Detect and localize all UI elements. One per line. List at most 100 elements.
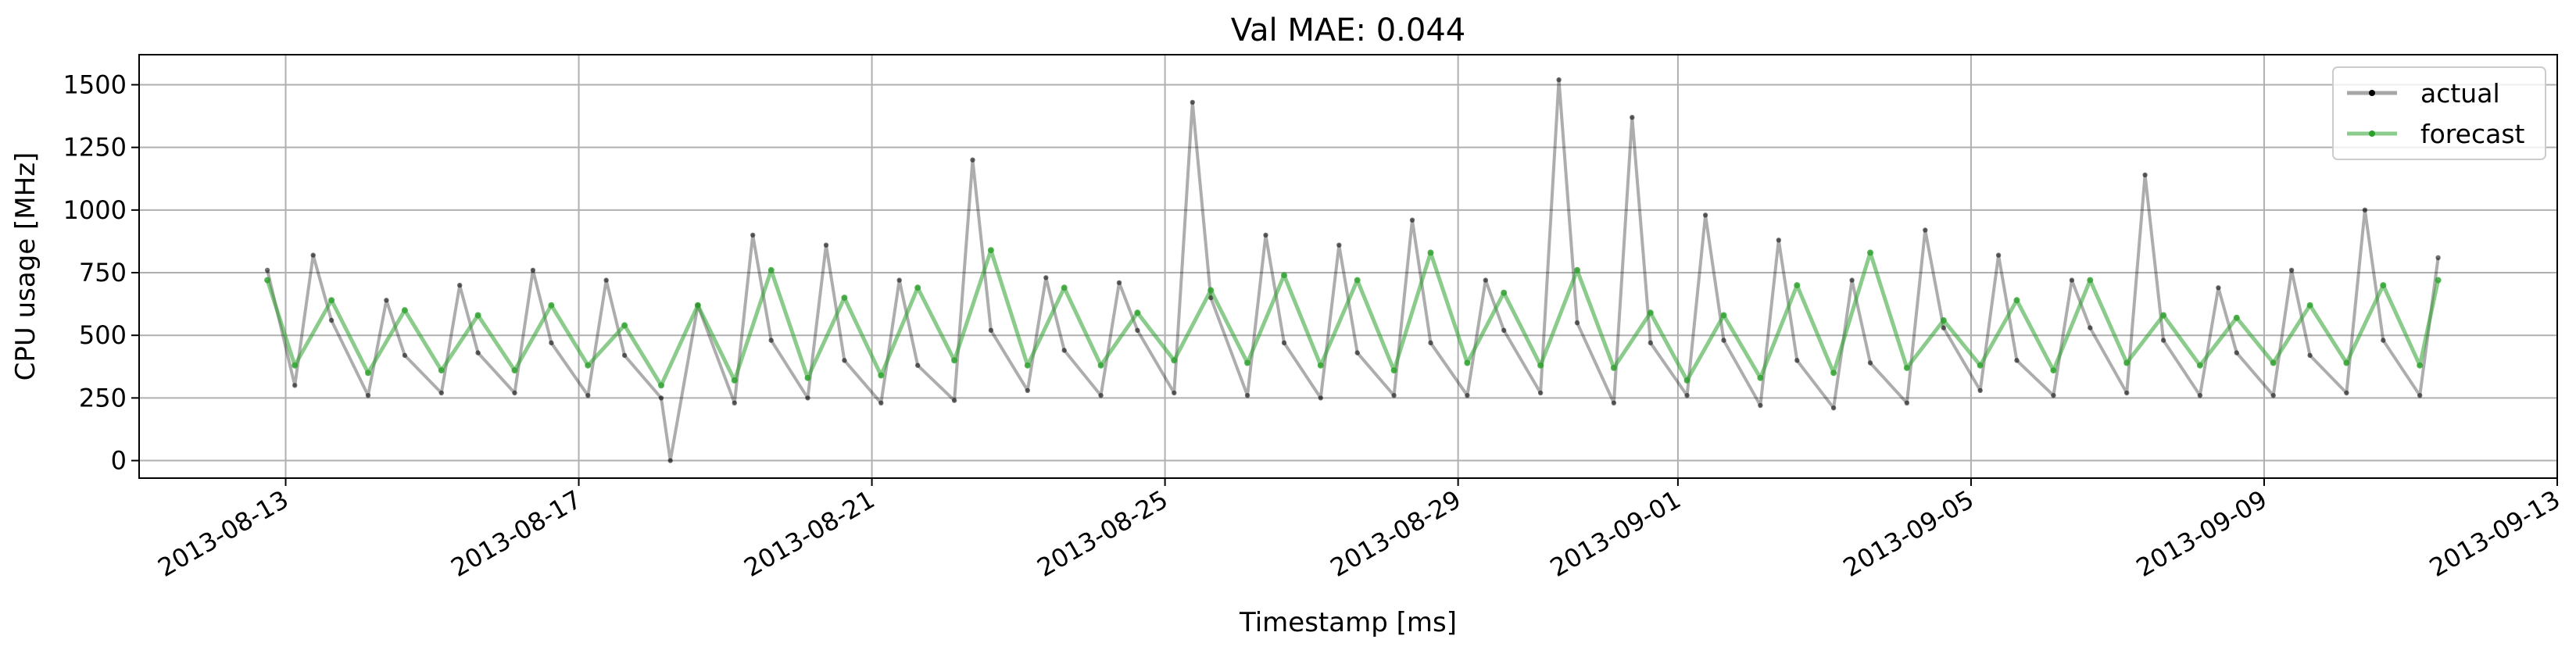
- data-point-forecast: [1867, 249, 1873, 256]
- data-point-actual: [1574, 320, 1580, 326]
- grid-lines: [139, 55, 2558, 478]
- data-point-actual: [896, 277, 902, 283]
- data-point-forecast: [401, 307, 408, 314]
- x-tick-label: 2013-08-29: [1326, 484, 1466, 583]
- data-point-actual: [732, 400, 737, 405]
- legend: actual forecast: [2332, 66, 2546, 160]
- data-point-actual: [1794, 358, 1800, 363]
- data-point-actual: [402, 352, 408, 359]
- x-tick-label: 2013-09-13: [2424, 484, 2565, 583]
- legend-marker-actual: [2369, 90, 2375, 96]
- data-point-forecast: [2013, 297, 2020, 304]
- data-point-actual: [1648, 340, 1653, 345]
- x-tick-label: 2013-09-09: [2131, 484, 2272, 583]
- data-point-forecast: [2123, 359, 2131, 366]
- data-point-actual: [2142, 172, 2148, 178]
- data-point-forecast: [731, 377, 738, 384]
- data-point-actual: [1244, 393, 1250, 398]
- data-point-forecast: [1610, 364, 1617, 371]
- data-point-actual: [768, 338, 774, 343]
- data-point-actual: [1483, 277, 1489, 283]
- data-point-actual: [2160, 338, 2166, 343]
- data-point-actual: [292, 383, 298, 388]
- data-point-forecast: [694, 302, 701, 309]
- data-point-forecast: [292, 362, 299, 369]
- y-axis-label: CPU usage [MHz]: [10, 152, 41, 381]
- data-point-actual: [805, 395, 810, 401]
- data-point-actual: [328, 317, 335, 323]
- data-point-actual: [2435, 255, 2441, 260]
- data-point-actual: [2362, 207, 2368, 212]
- data-point-actual: [1702, 212, 1708, 218]
- data-point-actual: [264, 267, 270, 273]
- data-point-forecast: [2306, 302, 2313, 309]
- data-point-actual: [1721, 338, 1726, 343]
- data-point-actual: [1501, 327, 1507, 333]
- data-point-forecast: [987, 247, 994, 254]
- x-tick-label: 2013-08-25: [1032, 484, 1173, 583]
- y-tick-label: 500: [79, 320, 127, 350]
- series-layer: [264, 77, 2442, 463]
- y-tick-label: 1250: [63, 133, 127, 162]
- series-actual: [264, 77, 2441, 463]
- data-point-actual: [549, 340, 554, 345]
- data-point-actual: [1904, 400, 1910, 405]
- data-point-actual: [2197, 393, 2203, 398]
- data-point-actual: [2124, 390, 2130, 396]
- data-point-actual: [1776, 238, 1781, 243]
- data-point-forecast: [1977, 362, 1984, 369]
- data-point-actual: [1354, 350, 1360, 355]
- data-point-forecast: [1061, 284, 1068, 291]
- data-point-forecast: [2196, 362, 2203, 369]
- data-point-forecast: [1097, 362, 1104, 369]
- data-point-forecast: [1244, 359, 1251, 366]
- data-point-forecast: [365, 370, 371, 377]
- data-point-forecast: [1647, 309, 1654, 316]
- data-point-actual: [2270, 393, 2276, 398]
- data-point-actual: [2216, 285, 2221, 291]
- data-point-actual: [1537, 390, 1544, 396]
- data-point-forecast: [1464, 359, 1471, 366]
- data-point-actual: [2381, 338, 2386, 343]
- data-point-actual: [1281, 340, 1287, 345]
- legend-label-actual: actual: [2420, 78, 2500, 109]
- data-point-forecast: [585, 362, 592, 369]
- data-point-actual: [1043, 275, 1049, 280]
- data-point-actual: [750, 232, 756, 238]
- data-point-actual: [1116, 280, 1122, 285]
- data-point-actual: [475, 350, 481, 355]
- data-point-forecast: [2160, 312, 2167, 319]
- data-point-actual: [1630, 115, 1635, 120]
- data-point-actual: [2288, 267, 2295, 273]
- data-point-forecast: [1940, 317, 1947, 323]
- data-point-forecast: [767, 266, 775, 273]
- data-point-actual: [2088, 325, 2093, 330]
- data-point-actual: [1941, 325, 1946, 330]
- data-point-forecast: [1794, 282, 1801, 289]
- data-point-actual: [1061, 348, 1067, 353]
- data-point-actual: [2344, 390, 2349, 396]
- x-tick-label: 2013-08-21: [739, 484, 880, 583]
- data-point-actual: [1336, 242, 1342, 248]
- data-point-forecast: [2233, 314, 2240, 321]
- data-point-actual: [1684, 393, 1690, 398]
- data-point-actual: [603, 277, 609, 283]
- data-point-actual: [1172, 390, 1177, 396]
- plot-area-frame: [138, 54, 2558, 479]
- data-point-actual: [2051, 393, 2056, 398]
- data-point-actual: [1428, 340, 1433, 345]
- data-point-forecast: [1281, 272, 1287, 279]
- data-point-actual: [621, 352, 628, 359]
- data-point-actual: [530, 267, 536, 273]
- data-point-forecast: [1757, 374, 1764, 381]
- data-point-actual: [842, 358, 847, 363]
- x-axis-label: Timestamp [ms]: [1239, 607, 1457, 638]
- data-point-actual: [823, 242, 829, 248]
- series-forecast: [264, 247, 2442, 389]
- data-point-actual: [1849, 277, 1855, 283]
- legend-label-forecast: forecast: [2420, 119, 2525, 149]
- data-point-forecast: [841, 295, 848, 302]
- data-point-actual: [1263, 232, 1268, 238]
- data-point-forecast: [511, 367, 518, 374]
